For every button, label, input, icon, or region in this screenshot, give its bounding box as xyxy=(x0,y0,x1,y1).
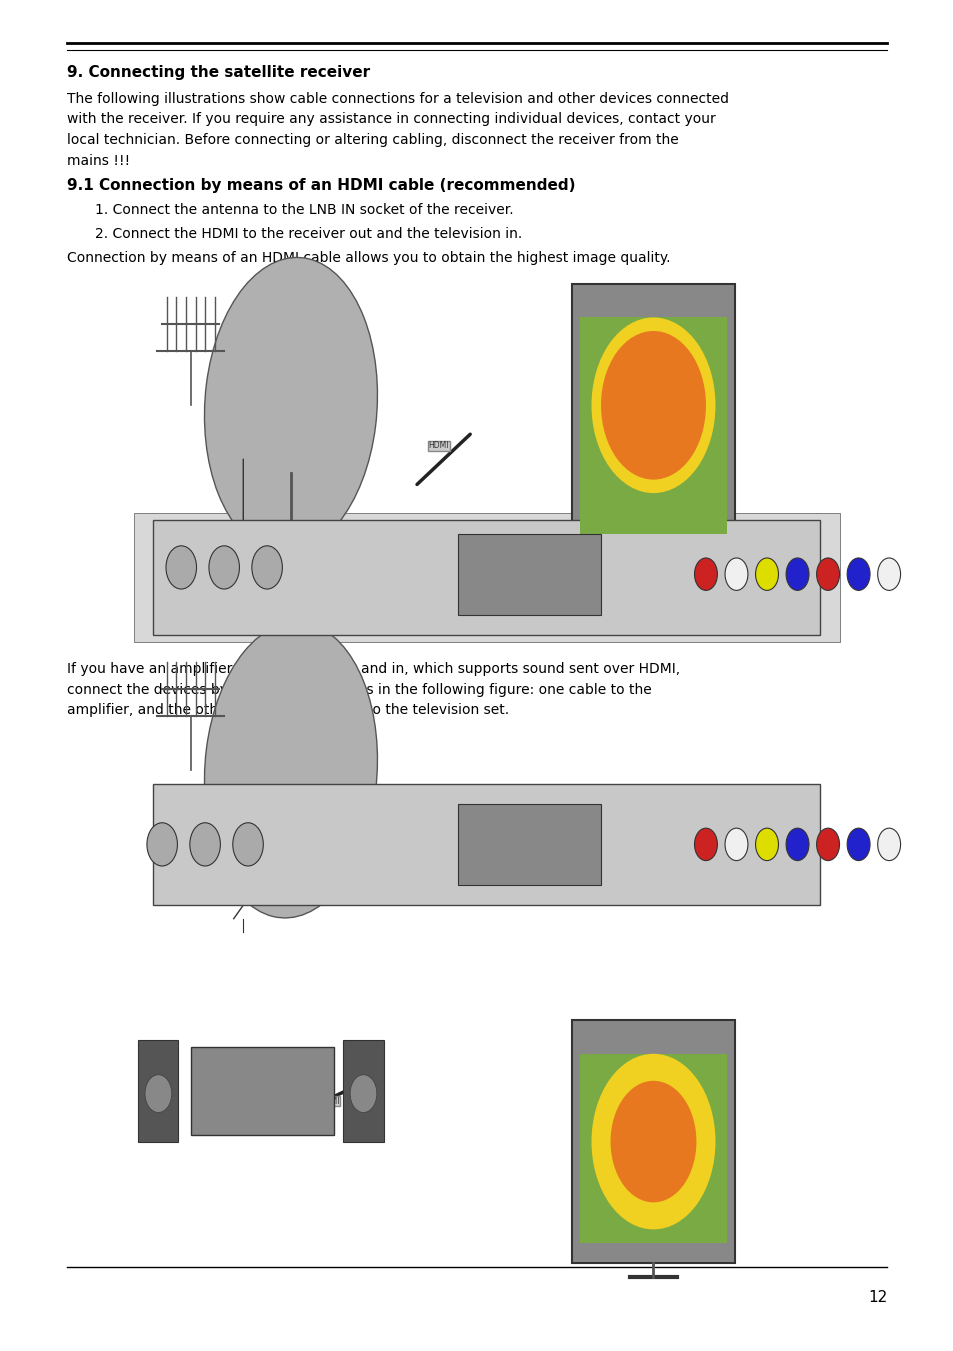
Text: Ferguson Ariva 200 Combo - Back Panel: Ferguson Ariva 200 Combo - Back Panel xyxy=(393,582,560,590)
Circle shape xyxy=(877,558,900,590)
FancyBboxPatch shape xyxy=(457,804,600,885)
Circle shape xyxy=(147,823,177,866)
Circle shape xyxy=(694,828,717,861)
Ellipse shape xyxy=(204,258,377,553)
Circle shape xyxy=(591,1054,715,1229)
Text: 2. Connect the HDMI to the receiver out and the television in.: 2. Connect the HDMI to the receiver out … xyxy=(95,227,522,240)
Text: 1. Connect the antenna to the LNB IN socket of the receiver.: 1. Connect the antenna to the LNB IN soc… xyxy=(95,203,514,216)
Circle shape xyxy=(610,1081,696,1202)
Circle shape xyxy=(755,558,778,590)
FancyBboxPatch shape xyxy=(133,513,839,642)
Circle shape xyxy=(724,828,747,861)
Text: If you have an amplifier with an HDMI out and in, which supports sound sent over: If you have an amplifier with an HDMI ou… xyxy=(67,662,679,717)
Text: 9.1 Connection by means of an HDMI cable (recommended): 9.1 Connection by means of an HDMI cable… xyxy=(67,178,575,193)
Circle shape xyxy=(785,828,808,861)
FancyBboxPatch shape xyxy=(343,1040,383,1142)
FancyBboxPatch shape xyxy=(152,784,820,905)
Circle shape xyxy=(846,558,869,590)
Ellipse shape xyxy=(204,623,377,917)
FancyBboxPatch shape xyxy=(152,520,820,635)
Circle shape xyxy=(591,317,715,493)
Circle shape xyxy=(755,828,778,861)
Text: LNB OUT        LNB IN           HDMI              TV                            : LNB OUT LNB IN HDMI TV xyxy=(369,601,603,607)
Circle shape xyxy=(724,558,747,590)
Circle shape xyxy=(350,1075,376,1113)
FancyBboxPatch shape xyxy=(457,534,600,615)
Text: 12: 12 xyxy=(867,1290,886,1305)
Circle shape xyxy=(233,823,263,866)
Circle shape xyxy=(252,546,282,589)
Circle shape xyxy=(694,558,717,590)
Circle shape xyxy=(846,828,869,861)
FancyBboxPatch shape xyxy=(191,1047,334,1135)
FancyBboxPatch shape xyxy=(572,1020,734,1263)
Circle shape xyxy=(600,331,705,480)
Circle shape xyxy=(145,1075,172,1113)
FancyBboxPatch shape xyxy=(579,317,726,534)
Circle shape xyxy=(877,828,900,861)
Circle shape xyxy=(816,828,839,861)
Text: Connection by means of an HDMI cable allows you to obtain the highest image qual: Connection by means of an HDMI cable all… xyxy=(67,251,670,265)
Circle shape xyxy=(190,823,220,866)
Text: LNB OUT        LNB IN           HDMI              TV                            : LNB OUT LNB IN HDMI TV xyxy=(369,882,603,888)
FancyBboxPatch shape xyxy=(138,1040,178,1142)
FancyBboxPatch shape xyxy=(133,277,496,642)
Circle shape xyxy=(785,558,808,590)
Text: HDMI: HDMI xyxy=(428,442,449,450)
FancyBboxPatch shape xyxy=(579,1054,726,1243)
Circle shape xyxy=(816,558,839,590)
Circle shape xyxy=(166,546,196,589)
FancyBboxPatch shape xyxy=(572,284,734,554)
Text: The following illustrations show cable connections for a television and other de: The following illustrations show cable c… xyxy=(67,92,728,168)
Circle shape xyxy=(209,546,239,589)
Text: 9. Connecting the satellite receiver: 9. Connecting the satellite receiver xyxy=(67,65,370,80)
Text: HDMI: HDMI xyxy=(318,1097,339,1105)
